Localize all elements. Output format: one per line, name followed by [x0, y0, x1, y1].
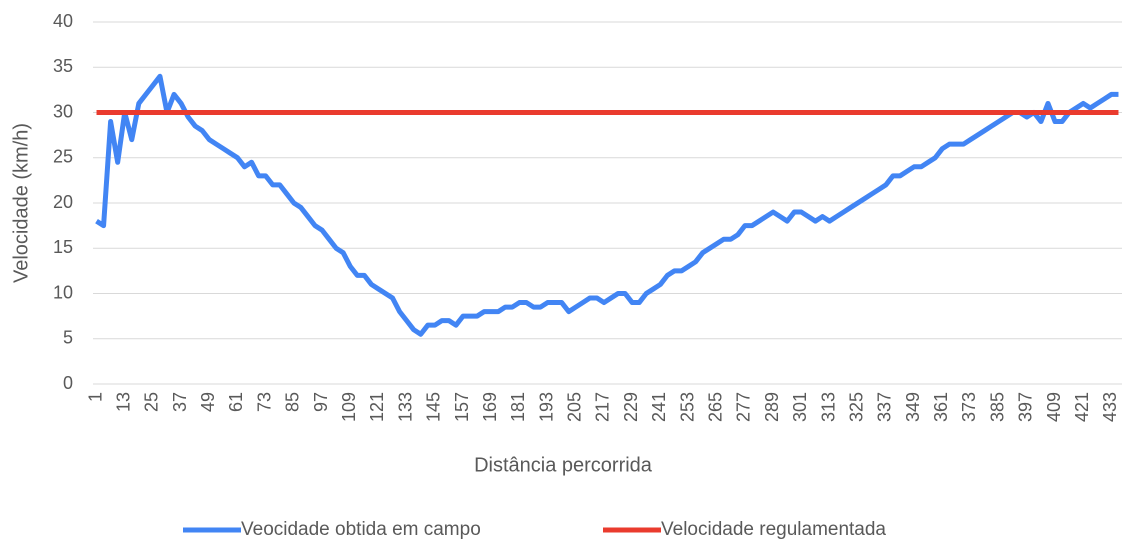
y-tick-label: 15	[53, 237, 73, 257]
x-tick-label: 205	[565, 392, 585, 422]
y-tick-label: 0	[63, 373, 73, 393]
x-tick-label: 289	[762, 392, 782, 422]
x-tick-label: 397	[1016, 392, 1036, 422]
x-tick-label: 73	[254, 392, 274, 412]
x-tick-label: 433	[1100, 392, 1120, 422]
x-tick-label: 409	[1044, 392, 1064, 422]
x-tick-label: 421	[1072, 392, 1092, 422]
x-tick-label: 97	[311, 392, 331, 412]
y-tick-label: 40	[53, 11, 73, 31]
y-axis-title: Velocidade (km/h)	[10, 123, 32, 283]
x-tick-label: 373	[959, 392, 979, 422]
x-tick-label: 361	[931, 392, 951, 422]
legend-label: Velocidade regulamentada	[661, 519, 886, 540]
legend-label: Veocidade obtida em campo	[241, 519, 481, 540]
x-tick-label: 337	[875, 392, 895, 422]
x-tick-label: 49	[198, 392, 218, 412]
y-tick-label: 35	[53, 56, 73, 76]
y-tick-label: 20	[53, 192, 73, 212]
x-tick-label: 37	[170, 392, 190, 412]
y-tick-label: 30	[53, 101, 73, 121]
y-tick-label: 5	[63, 328, 73, 348]
x-tick-label: 1	[85, 392, 105, 402]
x-tick-label: 85	[283, 392, 303, 412]
x-tick-label: 349	[903, 392, 923, 422]
x-tick-label: 145	[424, 392, 444, 422]
x-tick-label: 277	[734, 392, 754, 422]
y-tick-label: 25	[53, 147, 73, 167]
x-tick-label: 13	[113, 392, 133, 412]
y-tick-label: 10	[53, 282, 73, 302]
x-tick-label: 241	[649, 392, 669, 422]
x-tick-label: 229	[621, 392, 641, 422]
x-tick-label: 109	[339, 392, 359, 422]
x-axis-title: Distância percorrida	[474, 454, 653, 476]
x-tick-label: 313	[818, 392, 838, 422]
x-tick-label: 265	[705, 392, 725, 422]
x-tick-label: 133	[395, 392, 415, 422]
line-series	[95, 73, 1119, 337]
x-tick-label: 157	[452, 392, 472, 422]
x-tick-label: 121	[367, 392, 387, 422]
x-tick-label: 181	[508, 392, 528, 422]
x-tick-label: 61	[226, 392, 246, 412]
x-tick-label: 217	[593, 392, 613, 422]
x-tick-label: 169	[480, 392, 500, 422]
x-tick-label: 25	[142, 392, 162, 412]
x-tick-label: 301	[790, 392, 810, 422]
x-tick-label: 193	[536, 392, 556, 422]
x-tick-label: 253	[677, 392, 697, 422]
x-tick-label: 325	[846, 392, 866, 422]
x-tick-label: 385	[987, 392, 1007, 422]
